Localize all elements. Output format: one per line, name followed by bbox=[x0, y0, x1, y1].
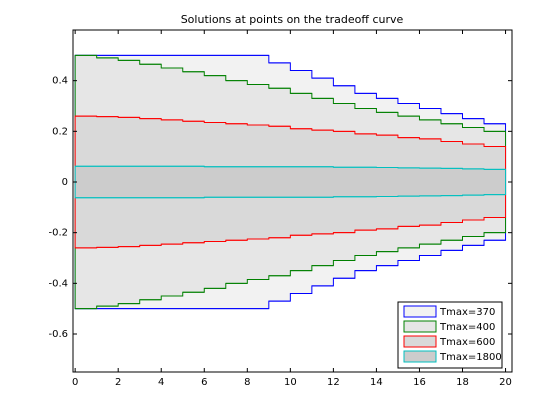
legend-swatch bbox=[403, 350, 437, 363]
x-tick-label: 4 bbox=[158, 377, 164, 388]
band-fill bbox=[74, 165, 507, 199]
chart-title: Solutions at points on the tradeoff curv… bbox=[181, 13, 404, 26]
legend-label: Tmax=400 bbox=[439, 322, 495, 333]
legend: Tmax=370 Tmax=400 Tmax=600 Tmax=1800 bbox=[397, 301, 503, 369]
x-tick-label: 0 bbox=[72, 377, 78, 388]
y-tick-label: -0.6 bbox=[48, 329, 68, 340]
legend-label: Tmax=370 bbox=[439, 307, 495, 318]
x-tick-label: 8 bbox=[244, 377, 250, 388]
legend-label: Tmax=1800 bbox=[439, 352, 502, 363]
axes-box bbox=[72, 29, 513, 373]
y-tick-label: -0.4 bbox=[48, 278, 68, 289]
x-tick-label: 2 bbox=[115, 377, 121, 388]
x-tick-label: 6 bbox=[201, 377, 207, 388]
y-tick-label: 0.4 bbox=[52, 76, 68, 87]
y-tick-label: -0.2 bbox=[48, 228, 68, 239]
x-tick-label: 14 bbox=[370, 377, 383, 388]
y-tick-label: 0.2 bbox=[52, 126, 68, 137]
x-tick-label: 16 bbox=[413, 377, 426, 388]
legend-label: Tmax=600 bbox=[439, 337, 495, 348]
x-tick-label: 18 bbox=[456, 377, 469, 388]
legend-swatch bbox=[403, 305, 437, 318]
x-tick-label: 12 bbox=[327, 377, 340, 388]
legend-swatch bbox=[403, 335, 437, 348]
y-tick-label: 0 bbox=[62, 177, 68, 188]
x-tick-label: 10 bbox=[284, 377, 297, 388]
legend-swatch bbox=[403, 320, 437, 333]
x-tick-label: 20 bbox=[499, 377, 512, 388]
